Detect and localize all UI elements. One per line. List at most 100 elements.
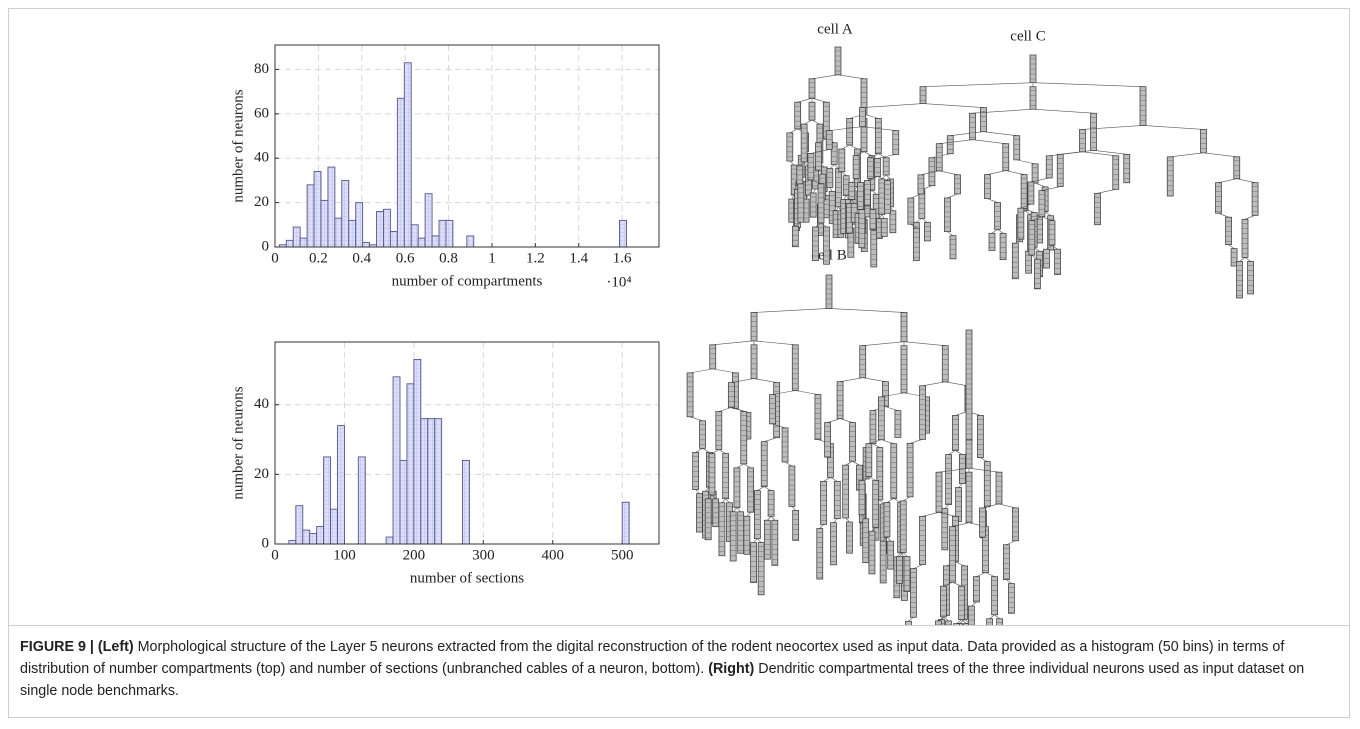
compartment [1112,155,1120,190]
compartment [869,209,877,231]
branch [870,153,879,159]
compartment [900,345,908,394]
branch [718,449,726,454]
branch [799,161,805,167]
compartment [788,465,796,507]
compartment [1034,258,1041,290]
divider [8,625,1350,626]
branch [922,103,984,108]
compartment [809,192,817,218]
branch [861,476,869,481]
compartment [836,381,844,419]
compartment [796,165,804,186]
axis-frame [274,341,660,545]
branch [1244,257,1251,262]
branch [881,392,905,398]
branch [976,572,986,577]
branch [985,572,995,577]
x-tick-label: 1 [488,250,496,266]
branch [948,450,956,455]
bar [417,237,426,248]
branch [1044,211,1051,216]
compartment [825,130,833,150]
branch [810,179,822,185]
branch [789,160,795,166]
branch [851,199,855,204]
branch [1142,125,1204,130]
branch [952,522,970,527]
branch [1005,170,1025,175]
compartment [890,443,898,499]
compartment [1031,163,1039,184]
compartment [737,511,745,554]
branch [1082,151,1116,157]
x-tick-label: 1.6 [613,250,632,266]
branch [770,516,776,521]
branch [1228,244,1235,249]
branch [997,229,1004,234]
branch [818,169,823,175]
branch [1041,186,1061,191]
branch [855,151,865,156]
compartment [858,480,866,516]
branch [945,381,968,387]
compartment [941,508,949,551]
branch [1082,125,1144,130]
branch [753,378,777,383]
branch [746,511,751,517]
bar [619,219,627,248]
branch [938,467,970,473]
branch [795,221,802,227]
compartment [919,385,926,440]
compartment [900,312,908,343]
compartment [757,542,765,596]
branch [845,517,850,523]
compartment [1094,192,1101,226]
branch [849,199,853,204]
branch [939,170,958,176]
branch [903,496,911,502]
branch [878,153,887,159]
compartment [977,415,984,458]
branch [1049,151,1083,157]
branch [1024,210,1031,215]
compartment [968,605,975,625]
bar [420,418,429,545]
branch [725,498,730,503]
branch [797,97,813,103]
branch [881,214,885,219]
compartment [823,226,830,265]
compartment [709,344,717,370]
branch [1203,152,1237,158]
caption-text: Morphological structure of the Layer 5 n… [20,639,1285,677]
y-tick-label: 0 [262,535,270,551]
branch [812,188,816,194]
branch [909,439,923,444]
bar [621,501,630,545]
x-tick-label: 0.2 [309,250,328,266]
compartment [1230,248,1238,267]
branch [972,139,1006,144]
compartment [986,618,993,625]
x-tick-label: 0 [271,547,279,563]
branch [868,476,876,481]
compartment [699,420,706,449]
x-tick-label: 500 [611,547,634,563]
x-tick-label: 0 [271,250,279,266]
compartment [995,471,1003,505]
branch [753,538,758,543]
y-axis-label: number of neurons [230,89,246,202]
compartment [867,157,874,179]
compartment [952,415,959,451]
branch [753,308,830,313]
branch [980,457,988,462]
bar [383,208,391,248]
figure-frame [8,8,1350,718]
compartment [859,107,866,127]
branch [707,494,713,500]
branch [961,619,967,624]
branch [835,206,839,211]
compartment [1166,156,1174,197]
compartment [833,480,841,520]
bar [389,231,398,248]
